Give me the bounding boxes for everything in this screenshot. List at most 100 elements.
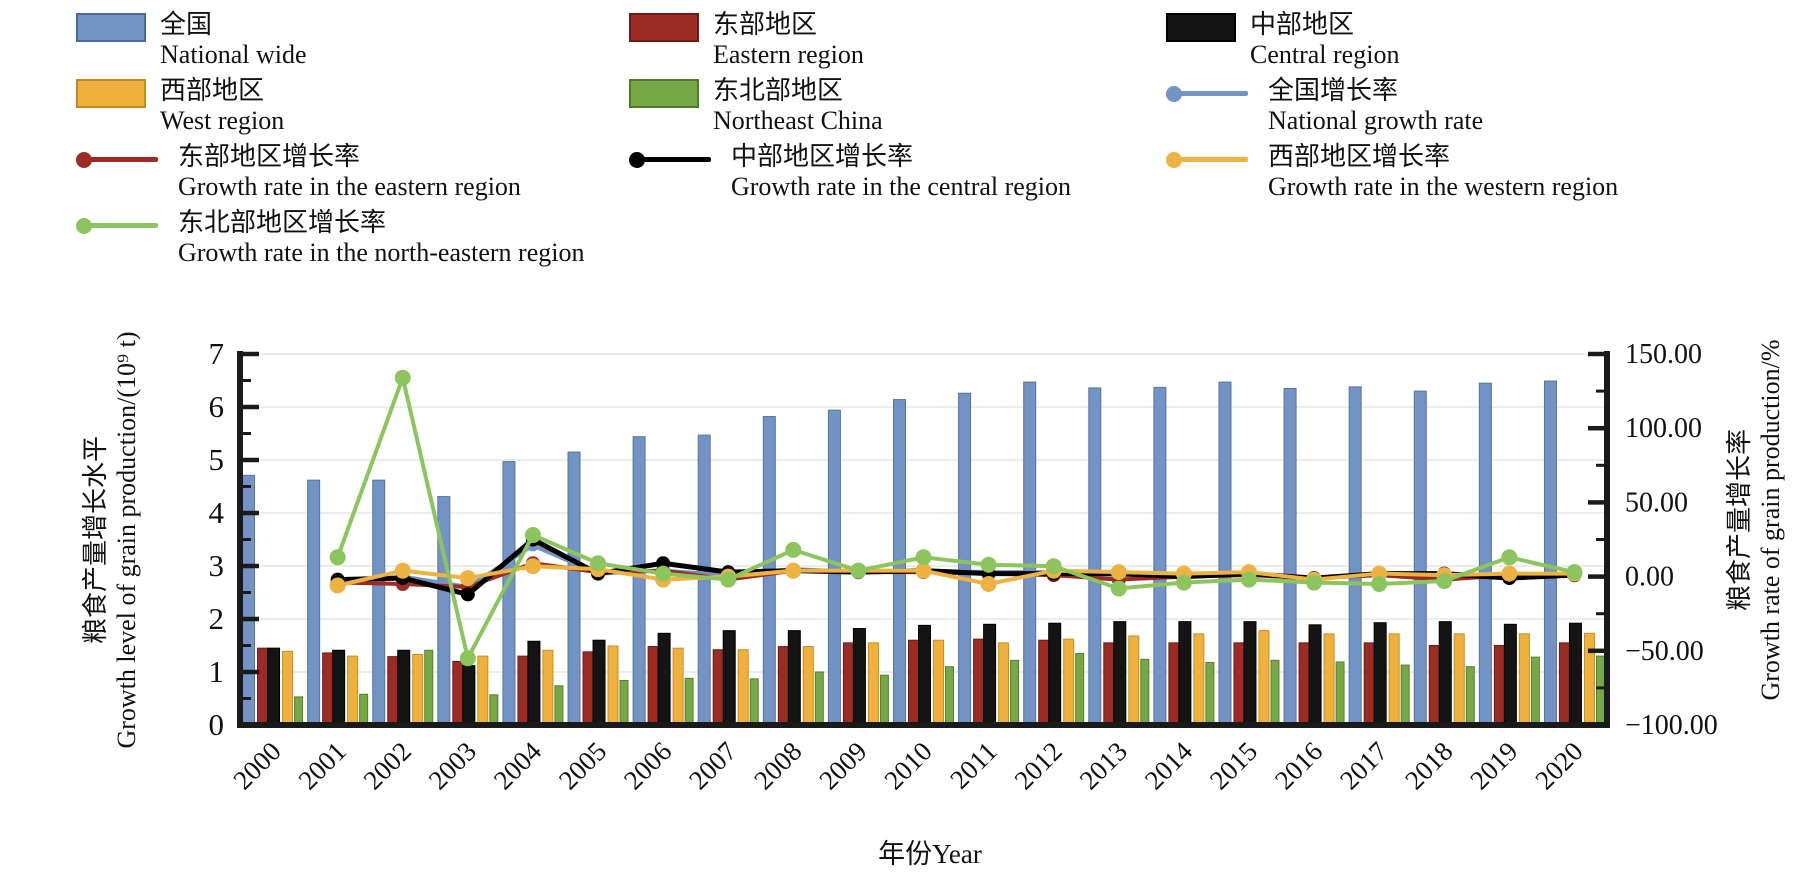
right-tick-label-−100.00: −100.00 xyxy=(1625,710,1718,741)
northeast-bar-2004 xyxy=(554,685,564,726)
right-axis-title: 粮食产量增长率 Growth rate of grain production/… xyxy=(1724,240,1790,800)
western-rate-point-2010 xyxy=(915,562,932,579)
left-axis-ticks: 0 1 2 3 4 5 6 7 xyxy=(209,336,259,742)
northeast-bar-2011 xyxy=(1010,659,1020,726)
right-tick-label-50.00: 50.00 xyxy=(1625,487,1688,518)
right-axis-title-en: Growth rate of grain production/% xyxy=(1756,339,1786,701)
northeast-bar-2001 xyxy=(359,693,369,726)
legend-label-en: West region xyxy=(160,106,285,136)
northeast-rate-point-2002 xyxy=(394,369,411,386)
x-tick-label-2015: 2015 xyxy=(1204,736,1263,795)
northeast-bar-2012 xyxy=(1075,652,1085,726)
national-bar-2002 xyxy=(372,479,386,726)
legend-label-zh: 东北部地区增长率 xyxy=(178,208,387,237)
western-rate-polyline xyxy=(337,564,1575,588)
northeast-bar-2009 xyxy=(879,674,889,726)
x-tick-label-2001: 2001 xyxy=(292,736,351,795)
legend-label-en: Growth rate in the north-eastern region xyxy=(178,238,585,268)
eastern-bar-2002 xyxy=(387,656,399,726)
western-bar-2014 xyxy=(1193,633,1205,726)
western-bar-2013 xyxy=(1128,635,1140,726)
legend-item-western-rate: 西部地区增长率 Growth rate in the western region xyxy=(1166,142,1618,203)
eastern-bar-2006 xyxy=(647,646,659,726)
northeast-bar-2014 xyxy=(1205,661,1215,726)
western-bar-2008 xyxy=(802,646,814,726)
eastern-bar-2019 xyxy=(1493,645,1505,726)
legend-label-zh: 全国增长率 xyxy=(1268,76,1399,105)
legend-label-zh: 西部地区 xyxy=(160,76,265,105)
eastern-bar-2010 xyxy=(908,639,919,726)
western-bar-2004 xyxy=(542,649,554,726)
legend-label-zh: 东北部地区 xyxy=(713,76,844,105)
bars-central xyxy=(267,621,1582,726)
eastern-bar-swatch xyxy=(629,13,699,42)
x-tick-label-2005: 2005 xyxy=(553,736,612,795)
western-bar-2003 xyxy=(477,655,489,726)
x-tick-label-2006: 2006 xyxy=(618,736,677,795)
western-bar-2001 xyxy=(347,655,359,726)
bars-western xyxy=(282,630,1595,726)
central-bar-2005 xyxy=(592,639,606,726)
legend-label-zh: 中部地区增长率 xyxy=(731,142,914,171)
x-tick-label-2007: 2007 xyxy=(683,736,742,795)
western-bar-2007 xyxy=(737,649,749,726)
legend-label-eastern-rate: 东部地区增长率 Growth rate in the eastern region xyxy=(178,142,521,203)
western-rate-point-2002 xyxy=(394,562,411,579)
northeast-rate-point-2013 xyxy=(1110,580,1127,597)
northeast-rate-point-2011 xyxy=(980,556,997,573)
central-bar-2015 xyxy=(1243,621,1257,726)
national-bar-2007 xyxy=(697,434,711,726)
left-tick-label-0: 0 xyxy=(209,707,225,742)
northeast-bar-2008 xyxy=(814,671,824,726)
eastern-bar-2008 xyxy=(777,646,789,726)
x-tick-label-2016: 2016 xyxy=(1269,736,1328,795)
central-bar-2017 xyxy=(1373,622,1387,726)
northeast-bar-2007 xyxy=(749,678,759,726)
northeast-rate-line-segment xyxy=(84,223,158,228)
legend-label-zh: 全国 xyxy=(160,10,213,39)
national-rate-marker-dot xyxy=(1166,86,1182,102)
legend: 全国 National wide 东部地区 Eastern region 中部地区 Cen… xyxy=(0,0,1819,270)
eastern-bar-2016 xyxy=(1298,642,1310,726)
legend-label-en: Eastern region xyxy=(713,40,864,70)
western-bar-2006 xyxy=(672,647,684,726)
x-tick-label-2009: 2009 xyxy=(813,736,872,795)
legend-label-en: Growth rate in the central region xyxy=(731,172,1072,202)
x-tick-label-2004: 2004 xyxy=(488,736,548,796)
national-bar-2016 xyxy=(1283,387,1297,726)
central-bar-2006 xyxy=(657,632,671,726)
central-bar-2008 xyxy=(787,630,801,726)
legend-label-central: 中部地区 Central region xyxy=(1250,10,1399,71)
western-rate-point-2011 xyxy=(980,576,997,593)
legend-label-northeast: 东北部地区 Northeast China xyxy=(713,76,883,137)
right-tick-label-−50.00: −50.00 xyxy=(1625,636,1704,667)
northeast-bar-2005 xyxy=(619,679,629,726)
national-bar-2013 xyxy=(1088,387,1102,726)
central-bar-2019 xyxy=(1503,623,1517,726)
legend-label-en: Growth rate in the eastern region xyxy=(178,172,521,202)
national-bar-swatch xyxy=(76,13,146,42)
northeast-rate-point-2014 xyxy=(1175,574,1192,591)
eastern-bar-2009 xyxy=(842,642,854,726)
western-bar-2018 xyxy=(1453,633,1465,726)
line-northeast-rate xyxy=(329,369,1583,667)
western-rate-point-2008 xyxy=(785,562,802,579)
northeast-rate-point-2018 xyxy=(1436,573,1453,590)
northeast-rate-point-2006 xyxy=(655,565,672,582)
central-bar-2009 xyxy=(852,628,866,726)
central-bar-2000 xyxy=(267,647,281,726)
legend-label-northeast-rate: 东北部地区增长率 Growth rate in the north-eastern… xyxy=(178,208,584,269)
x-axis-title: 年份Year xyxy=(878,839,982,869)
eastern-bar-2000 xyxy=(257,647,269,726)
eastern-bar-2007 xyxy=(712,649,724,726)
western-bar-swatch xyxy=(76,79,146,108)
left-tick-label-5: 5 xyxy=(209,442,225,477)
northeast-bar-2019 xyxy=(1530,656,1540,726)
national-bar-2018 xyxy=(1413,390,1427,726)
x-tick-label-2014: 2014 xyxy=(1139,736,1199,796)
central-bar-2001 xyxy=(332,649,346,726)
western-bar-2000 xyxy=(282,650,294,726)
eastern-bar-2001 xyxy=(322,652,334,726)
northeast-bar-swatch xyxy=(629,79,699,108)
central-bar-2014 xyxy=(1178,621,1192,726)
